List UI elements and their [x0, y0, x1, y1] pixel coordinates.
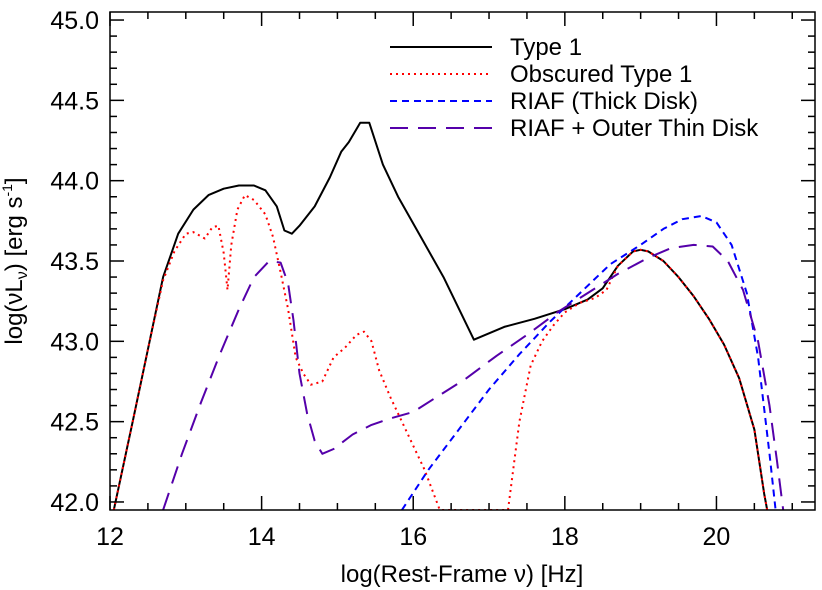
legend-label-riaf-thick-disk: RIAF (Thick Disk)	[510, 88, 698, 115]
y-axis-title-part-1: log(νL	[1, 279, 28, 344]
y-tick-label: 43.0	[50, 328, 99, 356]
series-line-1	[112, 121, 769, 510]
x-tick-label: 14	[248, 523, 276, 551]
y-tick-label: 43.5	[50, 248, 99, 276]
plot-frame	[109, 11, 816, 511]
series-line-3	[401, 215, 777, 510]
x-tick-label: 16	[399, 523, 427, 551]
y-axis-title: log(νLν) [erg s-1]	[0, 177, 31, 344]
y-tick-label: 45.0	[50, 7, 99, 35]
x-tick-label: 12	[96, 523, 124, 551]
y-tick-label: 42.0	[50, 489, 99, 517]
y-axis-title-part-3: ]	[1, 177, 28, 184]
series-line-2	[112, 194, 769, 510]
y-axis-title-part-2: ) [erg s	[1, 197, 28, 272]
y-axis-title-subscript: ν	[14, 271, 31, 279]
y-tick-label: 44.5	[50, 87, 99, 115]
legend-label-riaf-outer-thin-disk: RIAF + Outer Thin Disk	[510, 115, 759, 142]
y-axis-title-superscript: -1	[0, 184, 15, 197]
legend-label-obscured-type-1: Obscured Type 1	[510, 61, 692, 88]
ticks-layer	[109, 12, 815, 510]
x-tick-label: 18	[551, 523, 579, 551]
y-tick-label: 42.5	[50, 409, 99, 437]
legend-label-type-1: Type 1	[510, 34, 582, 61]
tick-labels-layer: 12 14 16 18 20 42.0 42.5 43.0 43.5 44.0 44.5 45.0	[50, 7, 730, 551]
x-tick-label: 20	[703, 523, 731, 551]
series-line-4	[162, 243, 785, 510]
series-layer	[112, 121, 785, 510]
legend: Type 1 Obscured Type 1 RIAF (Thick Disk)…	[390, 34, 759, 142]
y-tick-label: 44.0	[50, 168, 99, 196]
x-axis-title: log(Rest-Frame ν) [Hz]	[341, 561, 584, 588]
